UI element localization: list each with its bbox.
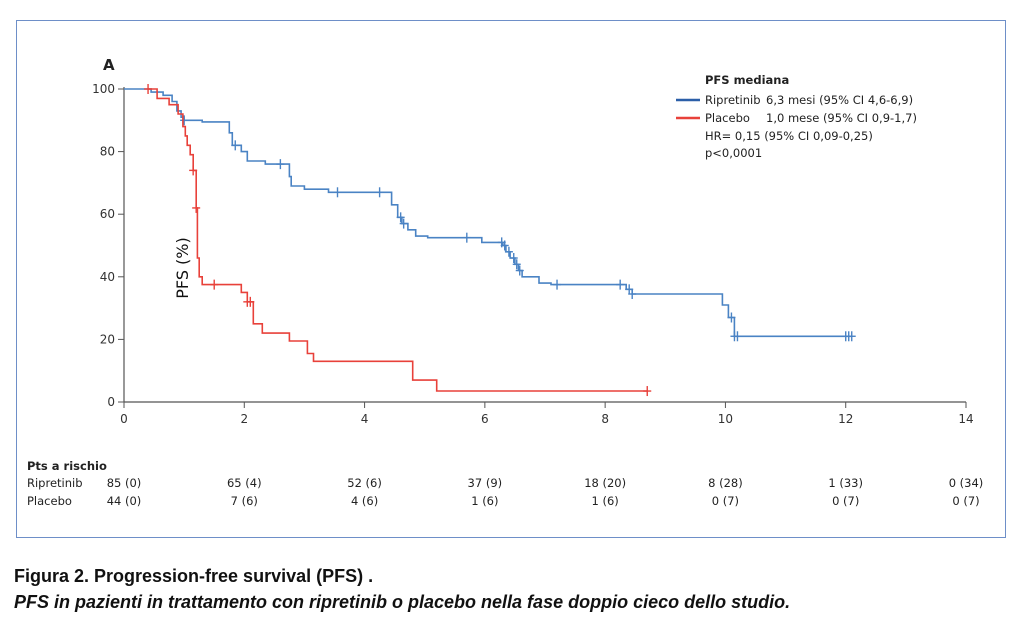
series-layer <box>124 84 856 397</box>
y-tick-label: 80 <box>100 145 115 159</box>
x-tick-label: 2 <box>240 412 248 426</box>
figure-frame <box>16 20 1006 538</box>
km-chart: A 0 20 40 60 80 100 0 2 4 6 8 10 12 14 PFS (%) PFS m… <box>27 56 983 508</box>
at-risk-cell: 65 (4) <box>227 476 262 490</box>
x-tick-label: 14 <box>958 412 973 426</box>
x-tick-label: 8 <box>601 412 609 426</box>
axes <box>123 87 966 403</box>
at-risk-cell: 8 (28) <box>708 476 743 490</box>
y-tick-label: 40 <box>100 270 115 284</box>
at-risk-cell: 0 (7) <box>712 494 739 508</box>
x-tick-label: 0 <box>120 412 128 426</box>
legend-value-placebo: 1,0 mese (95% CI 0,9-1,7) <box>766 111 917 125</box>
y-tick-label: 60 <box>100 207 115 221</box>
y-tick-label: 0 <box>107 395 115 409</box>
legend-value-ripretinib: 6,3 mesi (95% CI 4,6-6,9) <box>766 93 913 107</box>
legend-note-p: p<0,0001 <box>705 146 762 160</box>
legend-note-hr: HR= 0,15 (95% CI 0,09-0,25) <box>705 129 873 143</box>
y-axis-label: PFS (%) <box>173 237 192 299</box>
legend: PFS mediana Ripretinib 6,3 mesi (95% CI … <box>676 73 917 160</box>
figure-caption-subtitle: PFS in pazienti in trattamento con ripre… <box>14 592 791 612</box>
series-line-placebo <box>148 88 648 392</box>
at-risk-cell: 18 (20) <box>584 476 626 490</box>
at-risk-cell: 0 (7) <box>832 494 859 508</box>
x-tick-label: 6 <box>481 412 489 426</box>
at-risk-cell: 37 (9) <box>468 476 503 490</box>
panel-label: A <box>103 56 115 74</box>
at-risk-cell: 1 (6) <box>471 494 498 508</box>
at-risk-table: Pts a rischio Ripretinib Placebo 85 (0) 6… <box>27 459 983 508</box>
at-risk-cell: 4 (6) <box>351 494 378 508</box>
at-risk-cell: 0 (34) <box>949 476 984 490</box>
x-tick-label: 4 <box>361 412 369 426</box>
x-tick-label: 12 <box>838 412 853 426</box>
at-risk-cell: 1 (6) <box>592 494 619 508</box>
legend-label-placebo: Placebo <box>705 111 750 125</box>
at-risk-cell: 1 (33) <box>828 476 863 490</box>
y-tick-label: 100 <box>92 82 115 96</box>
at-risk-cell: 52 (6) <box>347 476 382 490</box>
x-ticks: 0 2 4 6 8 10 12 14 <box>120 402 974 426</box>
legend-label-ripretinib: Ripretinib <box>705 93 761 107</box>
y-ticks: 0 20 40 60 80 100 <box>92 82 124 409</box>
x-tick-label: 10 <box>718 412 733 426</box>
at-risk-cell: 0 (7) <box>952 494 979 508</box>
figure-caption-title: Figura 2. Progression-free survival (PFS… <box>14 566 374 586</box>
at-risk-row-label-ripretinib: Ripretinib <box>27 476 83 490</box>
legend-title: PFS mediana <box>705 73 789 87</box>
at-risk-cell: 44 (0) <box>107 494 142 508</box>
y-tick-label: 20 <box>100 332 115 346</box>
at-risk-cell: 7 (6) <box>231 494 258 508</box>
at-risk-title: Pts a rischio <box>27 459 107 473</box>
series-line-ripretinib <box>124 88 852 338</box>
at-risk-row-label-placebo: Placebo <box>27 494 72 508</box>
at-risk-cell: 85 (0) <box>107 476 142 490</box>
